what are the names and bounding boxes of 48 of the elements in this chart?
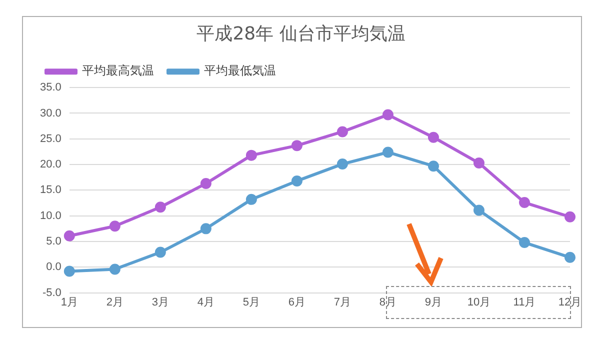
point xyxy=(382,146,394,158)
point xyxy=(154,202,166,213)
point xyxy=(64,230,75,242)
y-tick-label: 10.0 xyxy=(40,210,62,222)
x-tick-label: 11月 xyxy=(513,296,536,308)
y-tick-label: 30.0 xyxy=(40,107,62,120)
y-tick-label: -5.0 xyxy=(42,286,62,299)
point xyxy=(291,175,302,186)
point xyxy=(291,140,302,152)
point xyxy=(428,132,439,143)
legend-label: 平均最高気温 xyxy=(82,64,154,78)
point xyxy=(473,204,484,216)
x-tick-label: 10月 xyxy=(467,296,491,308)
y-tick-label: 5.0 xyxy=(46,236,62,248)
legend-label: 平均最低気温 xyxy=(204,64,276,78)
y-tick-label: 35.0 xyxy=(40,82,62,94)
x-tick-label: 2月 xyxy=(106,296,124,308)
x-tick-label: 3月 xyxy=(152,296,169,308)
x-tick-label: 12月 xyxy=(558,296,582,308)
point xyxy=(564,252,576,263)
y-tick-label: 25.0 xyxy=(40,132,62,145)
y-tick-label: 15.0 xyxy=(40,184,62,196)
point xyxy=(518,237,530,248)
y-tick-label: 0.0 xyxy=(46,261,62,274)
point xyxy=(246,150,257,161)
x-tick-label: 5月 xyxy=(242,296,260,308)
point xyxy=(564,211,576,222)
point xyxy=(382,109,394,120)
point xyxy=(109,264,120,275)
x-tick-label: 4月 xyxy=(197,296,214,308)
point xyxy=(246,194,257,205)
x-tick-label: 6月 xyxy=(288,296,306,308)
point xyxy=(518,197,530,208)
point xyxy=(336,126,348,138)
x-tick-label: 7月 xyxy=(334,296,352,308)
point xyxy=(154,246,166,258)
point xyxy=(109,220,120,232)
x-tick-label: 9月 xyxy=(424,296,442,308)
point xyxy=(200,178,212,190)
chart-title: 平成28年 仙台市平均気温 xyxy=(196,23,406,44)
x-tick-label: 8月 xyxy=(379,296,397,308)
y-tick-label: 20.0 xyxy=(40,158,62,171)
point xyxy=(200,223,212,234)
point xyxy=(336,158,348,170)
point xyxy=(473,158,484,169)
x-tick-label: 1月 xyxy=(60,296,78,308)
point xyxy=(428,160,439,172)
point xyxy=(64,266,75,277)
